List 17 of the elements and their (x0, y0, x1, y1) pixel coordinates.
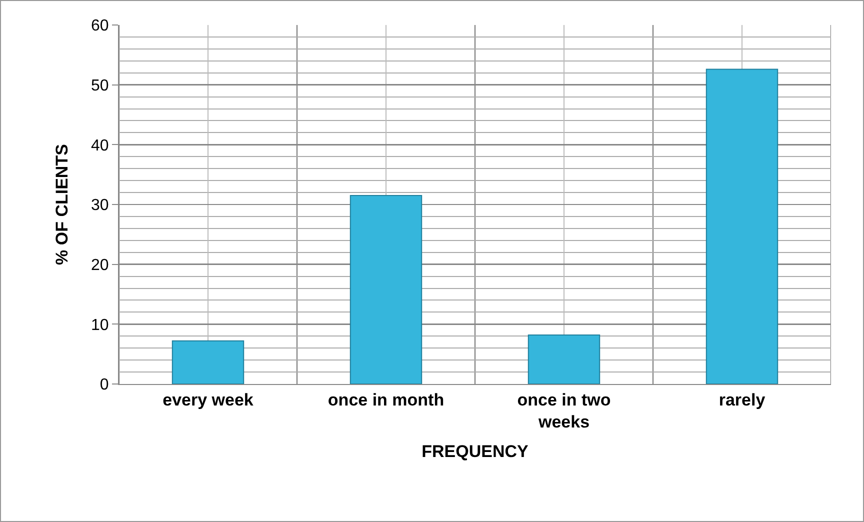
y-tick-label: 10 (91, 316, 109, 334)
y-axis-title: % OF CLIENTS (52, 144, 72, 265)
y-tick-label: 30 (91, 197, 109, 214)
bar (350, 195, 422, 384)
x-tick-label: once in two weeks (517, 390, 611, 432)
bar (706, 68, 778, 384)
y-tick-label: 0 (100, 376, 109, 394)
x-axis-title: FREQUENCY (422, 442, 530, 461)
x-tick-label: every week (162, 390, 254, 410)
x-tick-label: rarely (718, 390, 766, 410)
y-tick-label: 60 (91, 18, 109, 35)
x-tick-label: once in month (328, 390, 444, 410)
y-tick-label: 50 (91, 77, 109, 94)
bar (172, 340, 244, 384)
y-tick-label: 40 (91, 137, 109, 154)
bar (528, 334, 600, 384)
y-tick-label: 20 (91, 256, 109, 274)
